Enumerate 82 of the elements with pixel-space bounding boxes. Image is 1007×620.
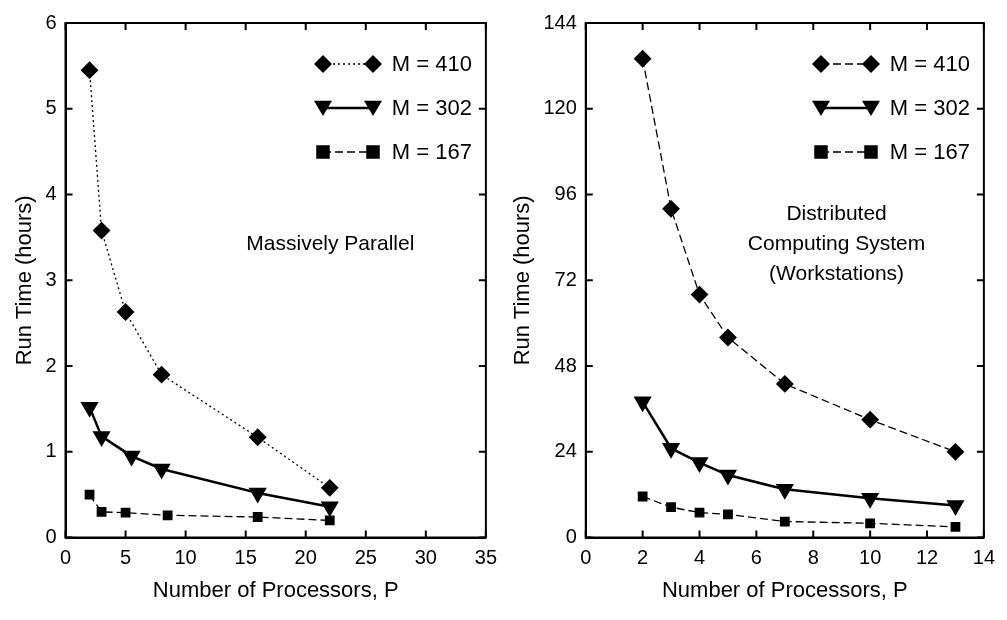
point (80, 61, 99, 79)
legend-label: M = 167 (391, 139, 472, 165)
x-tick-label: 15 (234, 546, 257, 569)
x-tick-label: 14 (972, 546, 995, 569)
y-tick-label: 1 (45, 439, 57, 462)
x-tick-label: 30 (414, 546, 437, 569)
x-tick-label: 4 (693, 546, 706, 569)
x-tick-label: 8 (807, 546, 819, 569)
x-tick-label: 35 (474, 546, 497, 569)
point (116, 303, 135, 321)
point (252, 512, 263, 522)
legend-label: M = 410 (889, 51, 970, 77)
y-tick-label: 2 (45, 353, 57, 376)
point (776, 484, 793, 499)
x-tick-label: 0 (59, 546, 72, 569)
point (946, 443, 965, 461)
x-axis-title: Number of Processors, P (661, 576, 908, 602)
point (719, 469, 737, 485)
point (152, 365, 171, 384)
point (321, 501, 338, 516)
y-tick-label: 48 (554, 353, 577, 376)
point (690, 285, 709, 304)
point (96, 506, 107, 517)
x-tick-label: 2 (637, 546, 649, 569)
point (723, 509, 733, 520)
y-tick-label: 0 (565, 525, 577, 548)
point (662, 200, 680, 218)
point (662, 443, 680, 458)
point (249, 487, 266, 503)
point (947, 500, 964, 515)
annotation: Distributed (786, 201, 887, 225)
legend-label: M = 302 (391, 95, 472, 121)
y-tick-label: 144 (543, 10, 577, 33)
point (691, 457, 708, 472)
point (634, 396, 651, 412)
annotation: Massively Parallel (246, 231, 415, 255)
point (776, 375, 794, 393)
y-tick-label: 5 (45, 96, 57, 119)
x-tick-label: 5 (120, 546, 132, 569)
point (92, 221, 111, 240)
point (324, 515, 335, 526)
x-tick-label: 12 (915, 546, 939, 569)
point (666, 502, 676, 513)
point (84, 489, 95, 500)
legend-label: M = 302 (889, 95, 970, 121)
x-tick-label: 10 (859, 546, 882, 569)
point (153, 463, 170, 479)
point (633, 50, 652, 68)
point (861, 493, 879, 508)
annotation: (Workstations) (769, 261, 905, 285)
point (321, 479, 339, 497)
y-axis-title: Run Time (hours) (11, 195, 37, 366)
y-tick-label: 3 (45, 267, 57, 290)
y-tick-label: 4 (45, 182, 57, 205)
point (950, 521, 961, 532)
y-tick-label: 120 (543, 96, 577, 119)
point (861, 411, 879, 429)
y-tick-label: 24 (554, 439, 577, 462)
legend-label: M = 167 (889, 139, 970, 165)
point (81, 401, 98, 417)
point (123, 450, 140, 466)
legend-label: M = 410 (391, 51, 472, 77)
y-axis-title: Run Time (hours) (509, 195, 535, 366)
point (637, 491, 648, 502)
y-tick-label: 72 (554, 267, 577, 290)
y-tick-label: 6 (45, 10, 57, 33)
x-tick-label: 20 (294, 546, 317, 569)
annotation: Computing System (747, 231, 926, 255)
x-tick-label: 10 (174, 546, 197, 569)
point (779, 516, 790, 527)
x-tick-label: 0 (580, 546, 592, 569)
x-tick-label: 25 (354, 546, 377, 569)
x-tick-label: 6 (750, 546, 762, 569)
point (120, 507, 131, 518)
y-tick-label: 0 (45, 525, 57, 548)
point (865, 518, 876, 529)
point (249, 428, 267, 446)
point (162, 510, 173, 521)
x-axis-title: Number of Processors, P (152, 576, 399, 602)
y-tick-label: 96 (554, 182, 577, 205)
point (719, 328, 737, 347)
point (93, 431, 110, 446)
